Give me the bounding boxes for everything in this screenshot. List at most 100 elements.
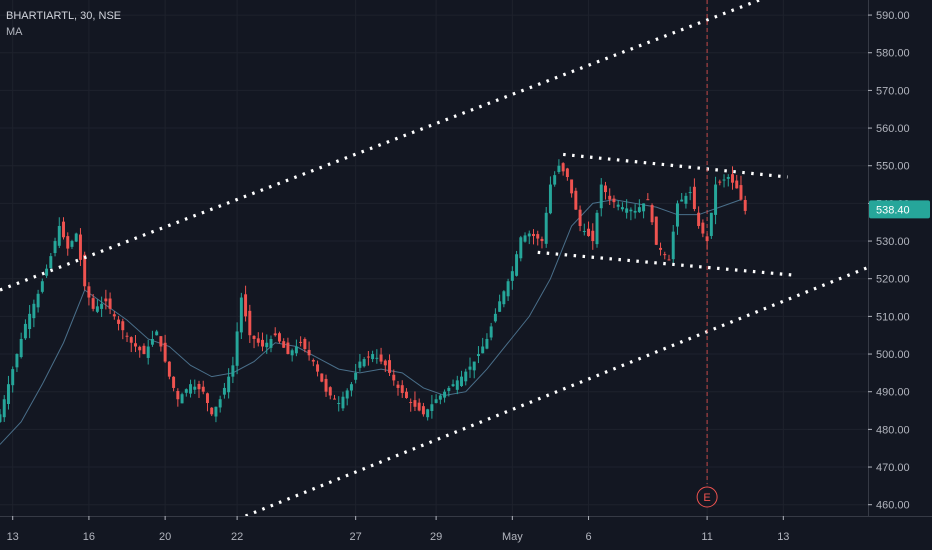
candle-body[interactable] (70, 241, 74, 247)
candle-body[interactable] (248, 310, 252, 336)
candle-body[interactable] (45, 268, 49, 276)
candle-body[interactable] (87, 286, 91, 298)
candle-body[interactable] (718, 181, 722, 183)
candle-body[interactable] (629, 209, 633, 212)
candle-body[interactable] (163, 342, 167, 362)
candle-body[interactable] (413, 400, 417, 407)
candle-body[interactable] (404, 391, 408, 398)
candle-body[interactable] (112, 314, 116, 317)
candle-body[interactable] (129, 337, 133, 343)
candle-body[interactable] (510, 271, 514, 281)
candle-body[interactable] (256, 338, 260, 343)
candle-body[interactable] (125, 335, 129, 337)
candle-body[interactable] (637, 207, 641, 213)
candle-body[interactable] (722, 179, 726, 181)
candle-body[interactable] (434, 399, 438, 403)
candle-body[interactable] (53, 241, 57, 254)
candle-body[interactable] (358, 361, 362, 368)
candle-body[interactable] (493, 313, 497, 322)
candle-body[interactable] (366, 356, 370, 358)
candle-body[interactable] (269, 338, 273, 348)
candle-body[interactable] (726, 177, 730, 179)
candle-body[interactable] (227, 376, 231, 393)
candle-body[interactable] (476, 354, 480, 356)
candle-body[interactable] (15, 354, 19, 368)
candle-body[interactable] (210, 407, 214, 415)
candle-body[interactable] (553, 175, 557, 185)
candle-body[interactable] (426, 409, 430, 418)
candle-body[interactable] (472, 361, 476, 371)
candle-body[interactable] (574, 190, 578, 210)
candle-body[interactable] (527, 233, 531, 237)
candle-body[interactable] (570, 179, 574, 194)
candle-body[interactable] (235, 331, 239, 366)
candle-body[interactable] (218, 399, 222, 408)
candle-body[interactable] (523, 235, 527, 242)
candle-body[interactable] (189, 384, 193, 394)
candle-body[interactable] (468, 366, 472, 370)
candle-body[interactable] (74, 233, 78, 242)
candle-body[interactable] (714, 184, 718, 215)
candle-body[interactable] (616, 204, 620, 207)
candle-body[interactable] (273, 333, 277, 336)
candle-body[interactable] (515, 254, 519, 276)
candle-body[interactable] (244, 294, 248, 317)
candle-body[interactable] (345, 390, 349, 399)
candle-body[interactable] (193, 386, 197, 390)
candle-body[interactable] (692, 186, 696, 210)
candle-body[interactable] (121, 321, 125, 331)
candle-body[interactable] (646, 199, 650, 201)
candle-body[interactable] (536, 234, 540, 239)
candle-body[interactable] (180, 394, 184, 404)
candle-body[interactable] (485, 338, 489, 349)
candle-body[interactable] (265, 342, 269, 348)
candle-body[interactable] (667, 259, 671, 261)
candle-body[interactable] (40, 281, 44, 292)
candle-body[interactable] (277, 333, 281, 342)
candle-body[interactable] (205, 393, 209, 404)
candle-body[interactable] (519, 237, 523, 259)
candle-body[interactable] (303, 339, 307, 350)
candle-body[interactable] (23, 323, 27, 339)
candle-body[interactable] (32, 303, 36, 319)
candle-body[interactable] (337, 403, 341, 405)
candle-body[interactable] (582, 231, 586, 233)
candle-body[interactable] (438, 395, 442, 400)
candle-body[interactable] (489, 326, 493, 338)
candle-body[interactable] (392, 374, 396, 381)
candle-body[interactable] (138, 346, 142, 351)
candle-body[interactable] (201, 386, 205, 392)
candle-body[interactable] (320, 373, 324, 382)
candle-body[interactable] (417, 402, 421, 411)
candle-body[interactable] (282, 341, 286, 348)
candle-body[interactable] (95, 306, 99, 312)
triangle-top-line[interactable] (562, 152, 788, 179)
candle-body[interactable] (388, 360, 392, 373)
candle-body[interactable] (739, 185, 743, 200)
candle-body[interactable] (540, 238, 544, 242)
lower-channel-line[interactable] (244, 265, 869, 518)
candle-body[interactable] (290, 350, 294, 356)
candle-body[interactable] (371, 354, 375, 360)
candle-body[interactable] (421, 406, 425, 415)
candle-body[interactable] (100, 303, 104, 309)
candle-body[interactable] (316, 364, 320, 372)
candle-body[interactable] (620, 207, 624, 210)
candle-body[interactable] (341, 396, 345, 409)
symbol-title[interactable]: BHARTIARTL, 30, NSE (6, 10, 122, 22)
candle-body[interactable] (2, 399, 6, 418)
candle-body[interactable] (155, 331, 159, 336)
candle-body[interactable] (464, 371, 468, 382)
candle-body[interactable] (62, 221, 65, 238)
candle-body[interactable] (299, 341, 303, 343)
candle-body[interactable] (502, 291, 506, 305)
candle-body[interactable] (19, 338, 23, 358)
candle-body[interactable] (184, 389, 188, 393)
candle-body[interactable] (239, 297, 243, 333)
candle-body[interactable] (307, 349, 311, 356)
candle-body[interactable] (608, 195, 612, 200)
candle-body[interactable] (548, 184, 552, 214)
candle-body[interactable] (604, 185, 607, 193)
candle-body[interactable] (214, 406, 218, 417)
